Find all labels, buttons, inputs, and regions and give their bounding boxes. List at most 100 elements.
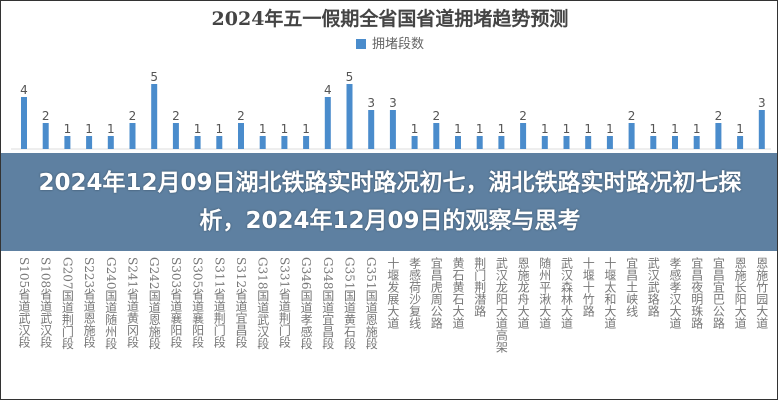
bar [368, 110, 375, 149]
category-label: 宜昌土峡线 [624, 257, 639, 317]
category-label: S303省道襄阳段 [168, 257, 183, 349]
category-label: G240国道随州段 [103, 257, 118, 350]
category-label: 宜昌夜明珠路 [689, 257, 704, 329]
data-label: 2 [172, 109, 180, 123]
bar [42, 123, 49, 149]
data-label: 1 [606, 122, 614, 136]
category-axis: S105省道武汉段 S108省道武汉段 G207国道荆门段 S223省道恩施段 G240… [1, 257, 777, 397]
data-label: 5 [150, 70, 158, 84]
bar [628, 123, 635, 149]
category-label: S311省道荆门段 [212, 257, 227, 349]
bar [281, 136, 288, 149]
bar [606, 136, 613, 149]
category-label: G351国道恩施段 [364, 257, 379, 350]
category-label: S108省道武汉段 [38, 257, 53, 349]
data-label: 1 [302, 122, 310, 136]
data-label: 1 [259, 122, 267, 136]
bar [455, 136, 461, 149]
category-label: G242国道恩施段 [147, 257, 162, 350]
category-label: S223省道恩施段 [82, 257, 97, 349]
category-label: 宜昌虎周公路 [429, 257, 444, 329]
category-label: 孝感荷沙复线 [407, 257, 422, 329]
legend: 拥堵段数 [1, 37, 777, 53]
bar [563, 136, 570, 149]
chart-title: 2024年五一假期全省国省道拥堵趋势预测 [211, 8, 569, 30]
bar [476, 136, 483, 149]
data-label: 5 [346, 70, 354, 84]
category-label: 黄石黄石大道 [451, 257, 465, 329]
bar [737, 136, 744, 149]
bar [498, 136, 505, 149]
data-label: 1 [107, 122, 115, 136]
category-label: 十堰发展大道 [385, 257, 400, 329]
category-label: 武汉龙阳大道高架 [494, 257, 509, 353]
data-label: 1 [215, 122, 223, 136]
category-label: S305省道襄阳段 [190, 257, 205, 349]
bar [21, 97, 27, 149]
category-label: G351国道黄石段 [342, 257, 357, 350]
data-label: 1 [649, 122, 657, 136]
category-label: 宜昌宜巴公路 [711, 257, 726, 329]
data-label: 3 [758, 96, 766, 110]
data-label: 1 [64, 122, 72, 136]
data-label: 3 [367, 96, 375, 110]
category-label: 恩施竹园大道 [754, 257, 769, 329]
data-label: 1 [476, 122, 484, 136]
category-label: S331省道荆门段 [277, 257, 292, 349]
bar [389, 110, 396, 149]
bar [324, 97, 331, 149]
bar [107, 136, 114, 149]
bar [672, 136, 678, 149]
data-label: 2 [129, 109, 137, 123]
bar [194, 136, 201, 149]
category-label: 荆门荆潜路 [472, 257, 487, 317]
category-label: S241省道黄冈段 [125, 257, 140, 349]
category-label: G346国道孝感段 [299, 257, 314, 350]
data-label: 1 [541, 122, 549, 136]
bar [238, 123, 244, 149]
category-label: 武汉森林大道 [559, 257, 574, 329]
headline-text: 2024年12月09日湖北铁路实时路况初七，湖北铁路实时路况初七探析，2024年… [38, 170, 742, 234]
category-label: G318国道武汉段 [255, 257, 270, 350]
bar [758, 110, 765, 149]
headline-banner: 2024年12月09日湖北铁路实时路况初七，湖北铁路实时路况初七探析，2024年… [1, 153, 777, 251]
category-label: 恩施长阳大道 [733, 257, 748, 329]
bar [411, 136, 418, 149]
category-label: G207国道荆门段 [60, 257, 75, 350]
data-label: 1 [85, 122, 93, 136]
data-label: 1 [411, 122, 419, 136]
category-label: 随州平湫大道 [537, 257, 552, 329]
data-label: 1 [281, 122, 289, 136]
data-label: 2 [42, 109, 50, 123]
bar [64, 136, 71, 149]
bar [86, 136, 93, 149]
category-label: 十堰十竹路 [581, 257, 596, 317]
bar [129, 123, 136, 149]
category-label: 十堰太和大道 [602, 257, 617, 329]
bar [172, 123, 179, 149]
bar [520, 123, 527, 149]
data-label: 2 [628, 109, 636, 123]
bar [216, 136, 223, 149]
legend-label: 拥堵段数 [371, 37, 424, 52]
bar [303, 136, 310, 149]
data-label: 2 [519, 109, 527, 123]
category-label: 孝感孝汉大道 [668, 257, 682, 329]
data-label: 4 [324, 83, 332, 97]
bar [693, 136, 700, 149]
data-label: 2 [432, 109, 440, 123]
data-label: 1 [454, 122, 462, 136]
data-label: 2 [715, 109, 723, 123]
category-label: S105省道武汉段 [17, 257, 31, 349]
bar [433, 123, 440, 149]
data-label: 1 [736, 122, 744, 136]
data-label: 4 [20, 83, 28, 97]
category-label: 武汉武珞路 [646, 257, 661, 317]
data-label: 1 [693, 122, 701, 136]
data-label: 1 [194, 122, 202, 136]
data-label: 1 [498, 122, 506, 136]
bar [346, 84, 353, 149]
bar [585, 136, 592, 149]
